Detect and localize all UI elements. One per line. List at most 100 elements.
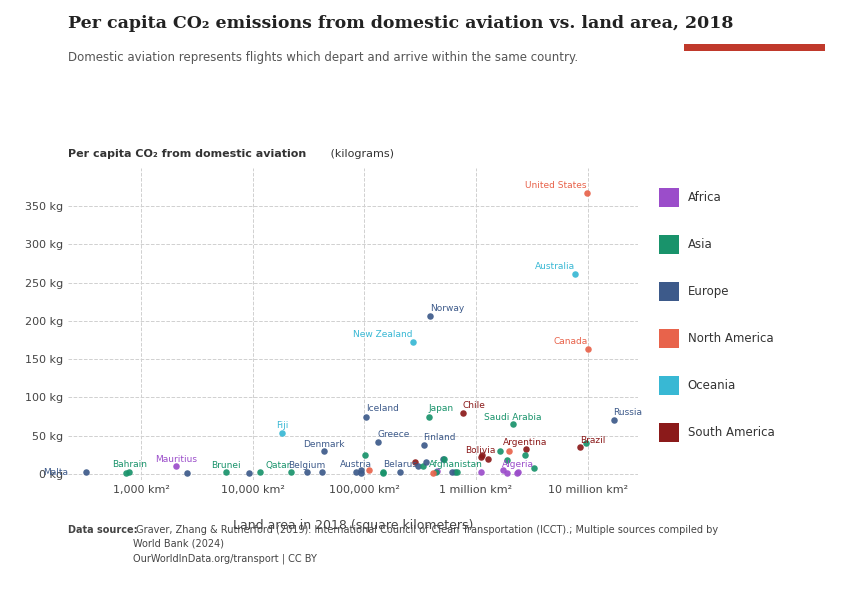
Text: Graver, Zhang & Rutherford (2019). International Council of Clean Transportation: Graver, Zhang & Rutherford (2019). Inter… <box>133 525 717 563</box>
Point <box>496 465 510 475</box>
Text: Data source:: Data source: <box>68 525 138 535</box>
Point <box>580 188 593 198</box>
Point <box>501 455 514 465</box>
Text: Algeria: Algeria <box>502 460 534 469</box>
Point <box>79 467 93 477</box>
Point <box>573 442 586 452</box>
Text: South America: South America <box>688 426 774 439</box>
Text: Brazil: Brazil <box>580 436 605 445</box>
Text: Denmark: Denmark <box>303 440 344 449</box>
Point <box>445 467 458 477</box>
Point <box>285 467 298 477</box>
Point <box>393 467 406 476</box>
Point <box>314 467 328 477</box>
Point <box>275 428 289 438</box>
Bar <box>659 422 679 442</box>
Point <box>371 437 385 446</box>
Point <box>411 461 425 471</box>
Point <box>300 467 314 477</box>
Point <box>349 467 363 476</box>
Bar <box>659 329 679 349</box>
Point <box>358 450 371 460</box>
Bar <box>659 376 679 395</box>
Text: Argentina: Argentina <box>503 438 547 447</box>
Text: Fiji: Fiji <box>276 421 288 430</box>
Point <box>253 467 267 477</box>
Text: (kilograms): (kilograms) <box>327 149 394 159</box>
Text: Qatar: Qatar <box>266 461 291 470</box>
Point <box>607 416 620 425</box>
Text: Per capita CO₂ emissions from domestic aviation vs. land area, 2018: Per capita CO₂ emissions from domestic a… <box>68 15 734 32</box>
Text: in Data: in Data <box>734 29 774 39</box>
Point <box>416 440 430 449</box>
Text: Russia: Russia <box>614 408 643 417</box>
Text: Land area in 2018 (square kilometers): Land area in 2018 (square kilometers) <box>233 519 473 532</box>
Point <box>169 461 183 471</box>
Text: Norway: Norway <box>430 304 464 313</box>
Text: Domestic aviation represents flights which depart and arrive within the same cou: Domestic aviation represents flights whi… <box>68 51 578 64</box>
Point <box>511 469 524 478</box>
Text: Afghanistan: Afghanistan <box>428 460 482 469</box>
Point <box>430 466 444 476</box>
Text: North America: North America <box>688 332 774 345</box>
Text: Mauritius: Mauritius <box>155 455 197 464</box>
Text: Bahrain: Bahrain <box>112 460 147 469</box>
Bar <box>659 188 679 208</box>
Text: Malta: Malta <box>43 468 68 477</box>
Point <box>568 269 581 279</box>
Point <box>317 446 331 456</box>
Point <box>436 454 450 463</box>
Point <box>429 467 443 476</box>
Point <box>377 467 390 476</box>
Point <box>481 454 495 463</box>
Text: Belgium: Belgium <box>288 461 326 470</box>
Point <box>518 445 532 454</box>
Text: Bolivia: Bolivia <box>466 446 496 455</box>
Text: United States: United States <box>525 181 586 190</box>
Point <box>362 465 376 475</box>
Text: Per capita CO₂ from domestic aviation: Per capita CO₂ from domestic aviation <box>68 149 306 159</box>
Text: Saudi Arabia: Saudi Arabia <box>484 413 542 422</box>
Text: Australia: Australia <box>535 262 575 271</box>
Point <box>449 467 462 476</box>
Point <box>507 419 520 429</box>
Text: New Zealand: New Zealand <box>354 330 413 339</box>
Point <box>476 450 490 460</box>
Point <box>354 465 367 475</box>
Point <box>119 469 133 478</box>
Point <box>518 450 531 460</box>
Point <box>180 469 194 478</box>
Text: Chile: Chile <box>462 401 485 410</box>
Point <box>581 344 594 354</box>
Point <box>473 452 487 462</box>
Point <box>502 446 516 456</box>
Point <box>219 467 233 477</box>
Text: Austria: Austria <box>340 460 372 469</box>
Point <box>494 446 507 456</box>
Point <box>354 469 368 478</box>
Text: Belarus: Belarus <box>382 460 416 469</box>
Point <box>242 469 256 478</box>
Bar <box>659 235 679 254</box>
Point <box>426 469 439 478</box>
Point <box>450 467 464 476</box>
Point <box>122 467 136 477</box>
Text: Greece: Greece <box>378 430 411 439</box>
Point <box>408 458 422 467</box>
Point <box>456 408 469 418</box>
Point <box>512 467 525 476</box>
Text: Europe: Europe <box>688 285 729 298</box>
Text: Our World: Our World <box>727 14 782 23</box>
Point <box>377 469 390 478</box>
Bar <box>684 44 824 51</box>
Point <box>437 454 451 463</box>
Point <box>359 412 372 421</box>
Point <box>500 469 513 478</box>
Bar <box>659 281 679 301</box>
Point <box>423 311 437 320</box>
Text: Brunei: Brunei <box>212 461 241 470</box>
Text: Oceania: Oceania <box>688 379 736 392</box>
Text: Asia: Asia <box>688 238 712 251</box>
Point <box>422 412 436 421</box>
Point <box>419 458 433 467</box>
